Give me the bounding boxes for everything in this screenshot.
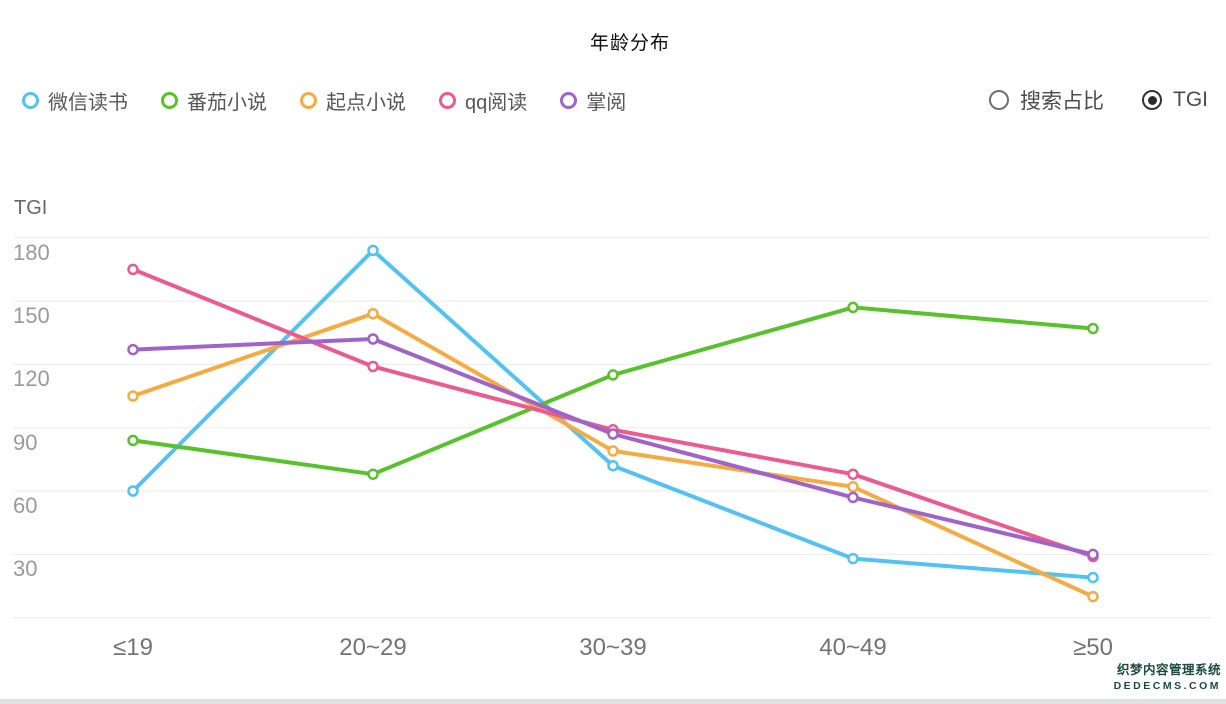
legend-swatch-icon [161,92,178,109]
x-tick-label: 30~39 [579,634,647,661]
metric-radio-group: 搜索占比 TGI [989,85,1208,115]
data-point [607,369,619,381]
x-tick-label: 20~29 [339,634,407,661]
x-tick-label: ≤19 [113,634,153,661]
data-point [847,301,859,314]
legend-swatch-icon [300,92,317,109]
data-point [127,434,139,447]
data-point [607,459,619,472]
data-point [607,428,619,440]
data-point [847,468,859,480]
legend-label: 掌阅 [586,92,627,114]
legend-label: 起点小说 [326,92,406,114]
radio-unselected-icon [989,90,1009,110]
data-point [127,485,139,497]
data-point [1087,548,1099,561]
legend-label: qq阅读 [465,92,528,114]
legend-item-0[interactable]: 微信读书 [22,86,128,115]
x-tick-label: 40~49 [819,634,887,661]
x-tick-label: ≥50 [1073,634,1113,661]
data-point [847,552,859,565]
legend-item-1[interactable]: 番茄小说 [161,86,267,115]
legend-swatch-icon [560,92,578,109]
watermark-domain: DEDECMS.COM [1113,679,1221,692]
data-point [607,445,619,457]
data-point [847,481,859,493]
watermark-text: 织梦内容管理系统 [1116,663,1221,677]
data-point [367,333,379,345]
legend-swatch-icon [439,92,456,109]
data-point [1087,571,1099,584]
legend-label: 番茄小说 [187,92,267,114]
data-point [367,244,379,257]
radio-label: TGI [1173,88,1208,111]
radio-dot-icon [1147,95,1157,105]
y-tick-label: 60 [13,493,38,518]
data-point [1087,322,1099,335]
y-tick-label: 150 [13,303,50,328]
legend-item-4[interactable]: 掌阅 [560,86,626,115]
series-line-0 [131,248,1095,580]
y-axis-title: TGI [14,197,48,219]
legend-swatch-icon [22,92,39,109]
radio-option-tgi[interactable]: TGI [1142,88,1208,112]
y-tick-label: 30 [13,556,38,581]
bottom-divider [0,699,1226,704]
data-point [367,468,379,480]
y-tick-label: 120 [13,366,50,391]
data-point [847,491,859,504]
data-point [1087,590,1099,603]
data-point [127,343,139,356]
chart-title: 年龄分布 [589,33,671,54]
watermark: 织梦内容管理系统 DEDECMS.COM [1114,662,1221,693]
data-point [127,263,139,276]
y-tick-label: 90 [13,430,38,455]
data-point [367,360,379,373]
radio-selected-icon [1142,90,1162,110]
data-point [367,307,379,320]
radio-label: 搜索占比 [1020,90,1104,113]
series-line-3 [131,267,1095,559]
y-tick-label: 180 [13,240,50,265]
legend-label: 微信读书 [48,92,128,114]
radio-option-search-share[interactable]: 搜索占比 [989,85,1104,115]
legend-item-2[interactable]: 起点小说 [300,86,406,115]
legend: 微信读书 番茄小说 起点小说 qq阅读 掌阅 [22,86,626,115]
data-point [127,390,139,402]
legend-item-3[interactable]: qq阅读 [439,86,527,115]
